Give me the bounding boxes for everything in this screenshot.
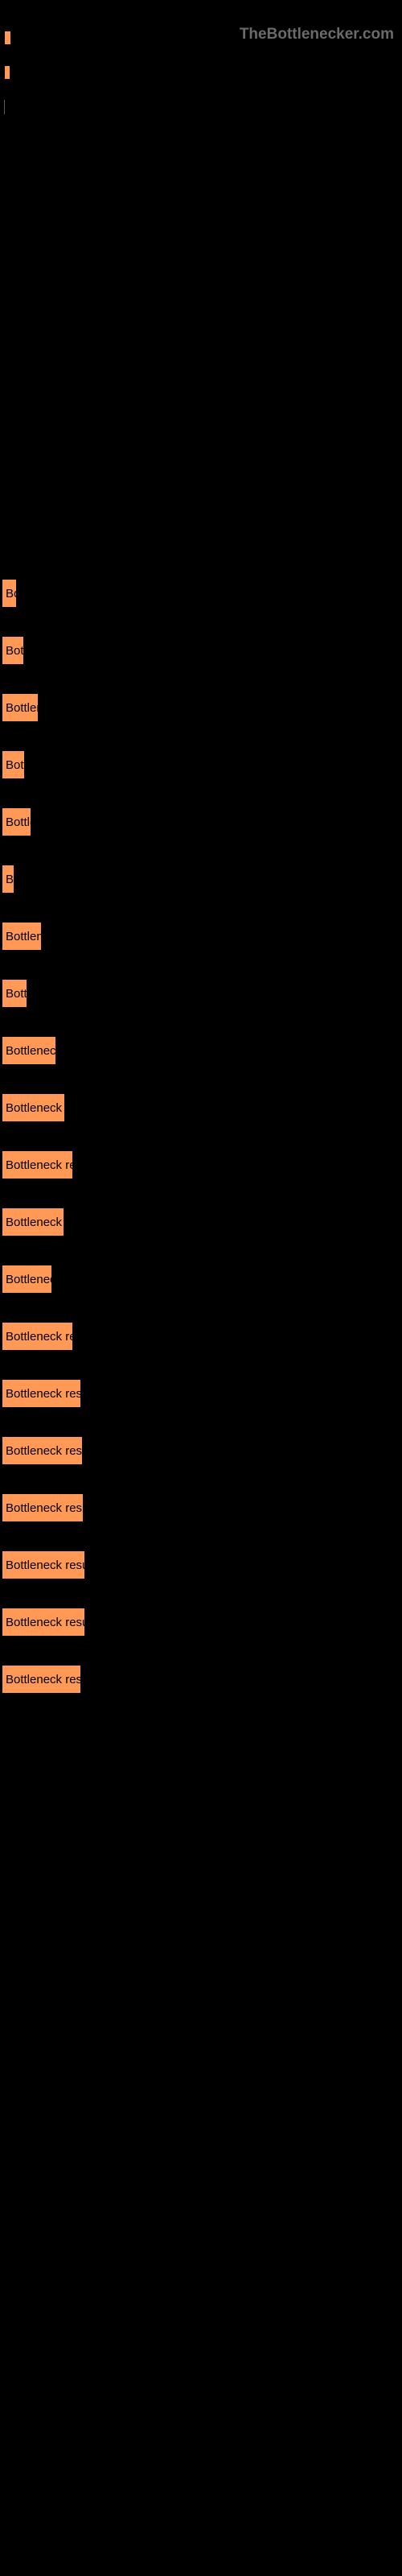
bottleneck-bar: Bottleneck result bbox=[2, 922, 42, 951]
bar-label: Bottleneck result bbox=[6, 758, 25, 772]
bottleneck-bar: Bottleneck result bbox=[2, 1322, 73, 1351]
bar-row: Bottleneck result bbox=[2, 1608, 402, 1665]
bottleneck-bar: Bottleneck result bbox=[2, 1379, 81, 1408]
bottleneck-bar: Bottleneck result bbox=[2, 1208, 64, 1236]
bar-row: Bottleneck result bbox=[2, 750, 402, 807]
bar-row: Bottleneck result bbox=[2, 865, 402, 922]
bar-row: Bottleneck result bbox=[2, 1665, 402, 1722]
bottleneck-bar: Bottleneck result bbox=[2, 979, 27, 1008]
top-bar-row bbox=[4, 93, 402, 128]
bottleneck-bar: Bottleneck result bbox=[2, 636, 24, 665]
bar-label: Bottleneck result bbox=[6, 1558, 85, 1572]
bottleneck-chart: Bottleneck result Bottleneck result Bottle… bbox=[2, 579, 402, 1722]
bar-label: Bottleneck result bbox=[6, 1158, 73, 1172]
bottleneck-bar: Bottleneck result bbox=[2, 693, 39, 722]
bar-row: Bottleneck result bbox=[2, 979, 402, 1036]
bar-label: Bottleneck result bbox=[6, 1444, 83, 1458]
bar-label: Bottleneck result bbox=[6, 644, 24, 658]
top-bar bbox=[4, 65, 10, 80]
bar-row: Bottleneck result bbox=[2, 1436, 402, 1493]
bar-row: Bottleneck result bbox=[2, 1379, 402, 1436]
bar-label: Bottleneck result bbox=[6, 1044, 56, 1058]
bar-row: Bottleneck result bbox=[2, 922, 402, 979]
bar-row: Bottleneck result bbox=[2, 1093, 402, 1150]
bar-row: Bottleneck result bbox=[2, 1493, 402, 1550]
bar-label: Bottleneck result bbox=[6, 873, 14, 886]
bar-label: Bottleneck result bbox=[6, 1101, 65, 1115]
bar-label: Bottleneck result bbox=[6, 1216, 64, 1229]
bottleneck-bar: Bottleneck result bbox=[2, 1036, 56, 1065]
bar-row: Bottleneck result bbox=[2, 579, 402, 636]
bar-label: Bottleneck result bbox=[6, 1501, 84, 1515]
bottleneck-bar: Bottleneck result bbox=[2, 865, 14, 894]
bar-label: Bottleneck result bbox=[6, 1330, 73, 1344]
bottleneck-bar: Bottleneck result bbox=[2, 1436, 83, 1465]
bar-label: Bottleneck result bbox=[6, 1673, 81, 1686]
bar-label: Bottleneck result bbox=[6, 587, 17, 601]
bar-row: Bottleneck result bbox=[2, 693, 402, 750]
top-bar bbox=[4, 31, 11, 45]
bottleneck-bar: Bottleneck result bbox=[2, 807, 31, 836]
bar-row: Bottleneck result bbox=[2, 636, 402, 693]
bottleneck-bar: Bottleneck result bbox=[2, 1093, 65, 1122]
bottleneck-bar: Bottleneck result bbox=[2, 1493, 84, 1522]
bar-label: Bottleneck result bbox=[6, 1616, 85, 1629]
bottleneck-bar: Bottleneck result bbox=[2, 1550, 85, 1579]
bar-label: Bottleneck result bbox=[6, 930, 42, 943]
bar-row: Bottleneck result bbox=[2, 1150, 402, 1208]
bar-row: Bottleneck result bbox=[2, 807, 402, 865]
bottleneck-bar: Bottleneck result bbox=[2, 1150, 73, 1179]
bar-label: Bottleneck result bbox=[6, 1273, 52, 1286]
bottleneck-bar: Bottleneck result bbox=[2, 1608, 85, 1637]
bottleneck-bar: Bottleneck result bbox=[2, 579, 17, 608]
bar-row: Bottleneck result bbox=[2, 1265, 402, 1322]
top-bar-tick bbox=[4, 100, 5, 114]
bottleneck-bar: Bottleneck result bbox=[2, 750, 25, 779]
bar-label: Bottleneck result bbox=[6, 1387, 81, 1401]
bar-label: Bottleneck result bbox=[6, 987, 27, 1001]
bar-label: Bottleneck result bbox=[6, 815, 31, 829]
watermark-text: TheBottlenecker.com bbox=[240, 26, 394, 43]
bar-label: Bottleneck result bbox=[6, 701, 39, 715]
top-bar-row bbox=[4, 59, 402, 93]
bar-row: Bottleneck result bbox=[2, 1550, 402, 1608]
bar-row: Bottleneck result bbox=[2, 1322, 402, 1379]
bar-row: Bottleneck result bbox=[2, 1036, 402, 1093]
bottleneck-bar: Bottleneck result bbox=[2, 1265, 52, 1294]
bottleneck-bar: Bottleneck result bbox=[2, 1665, 81, 1694]
bar-row: Bottleneck result bbox=[2, 1208, 402, 1265]
